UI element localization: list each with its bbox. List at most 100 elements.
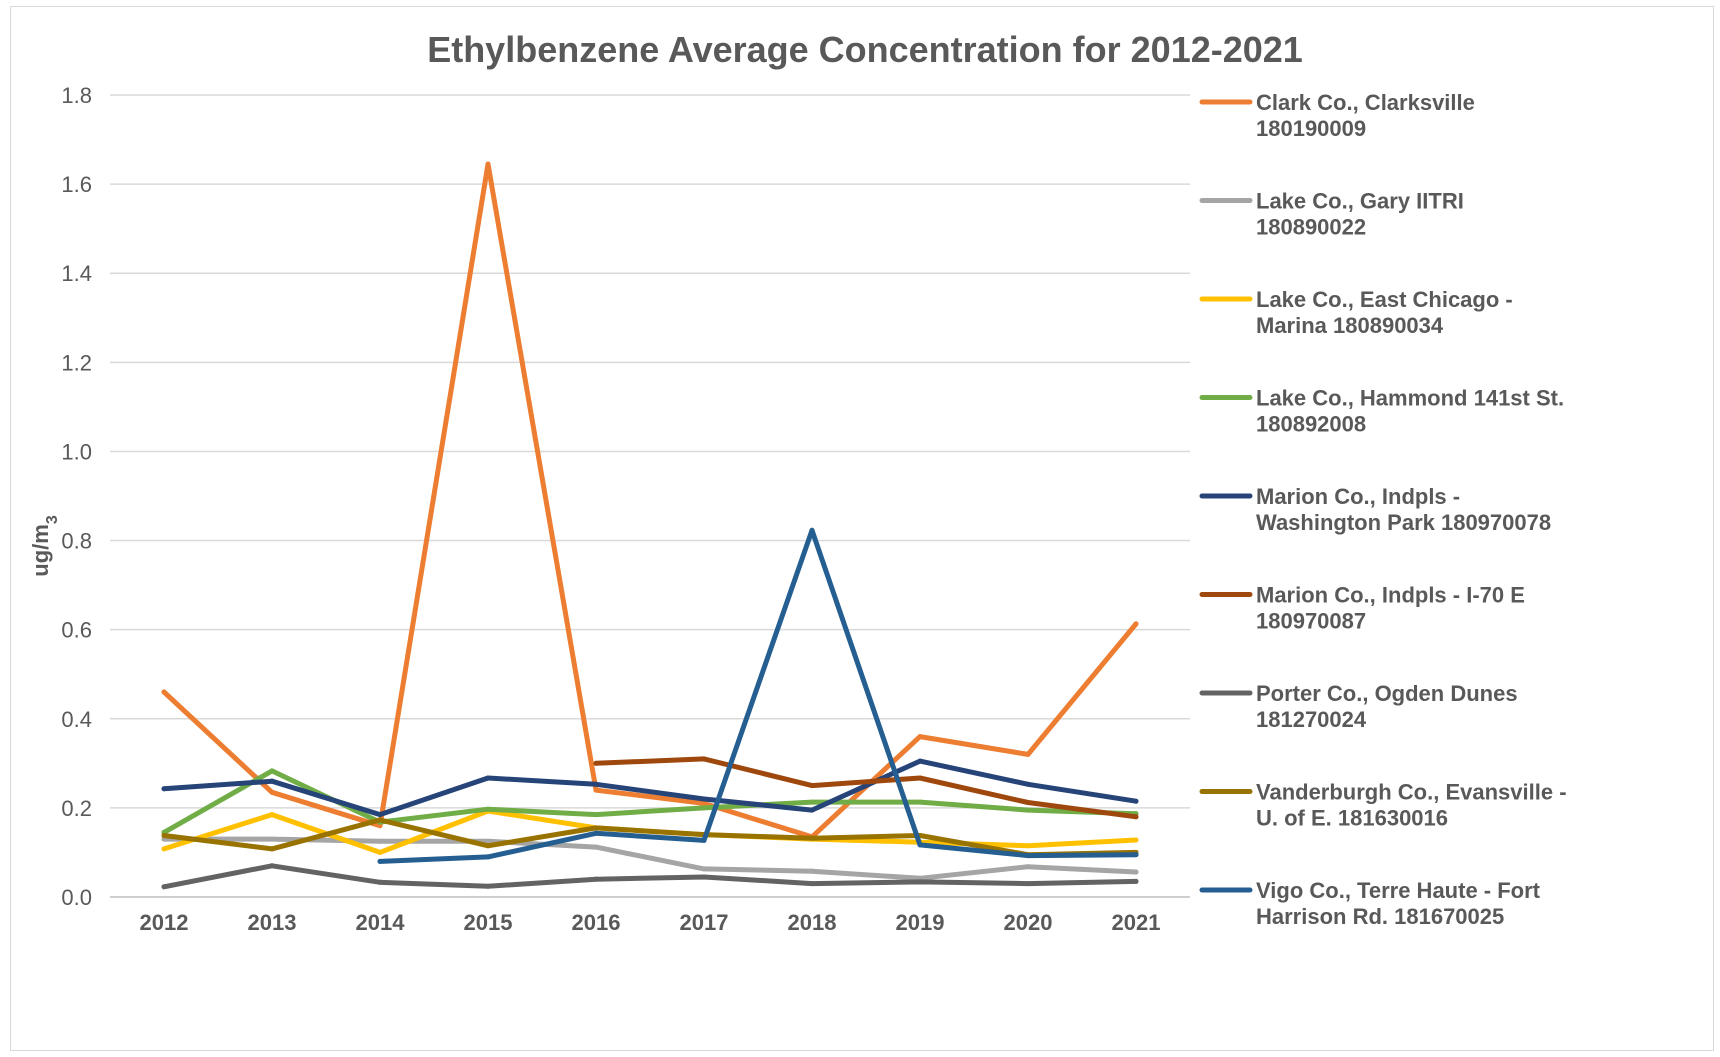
legend-item: Lake Co., Hammond 141st St.180892008 [1199,386,1564,437]
data-point [269,836,275,842]
data-point [809,783,815,789]
data-point [593,812,599,818]
data-point [161,786,167,792]
x-axis-ticks: 2012 2013 2014 2015 2016 2017 2018 2019 2020 2021 [140,910,1161,935]
data-point [593,760,599,766]
data-point [269,863,275,869]
data-point [917,758,923,764]
x-tick-label: 2018 [788,910,837,935]
y-tick-label: 1.2 [61,350,92,375]
data-point [701,866,707,872]
data-point [485,854,491,860]
data-point [1025,853,1031,859]
legend-label: Marion Co., Indpls - [1256,484,1460,509]
series-line [377,527,1139,864]
data-point [1133,852,1139,858]
data-point [161,689,167,695]
data-point [593,781,599,787]
legend-label: Vanderburgh Co., Evansville - [1256,780,1567,805]
data-point [809,835,815,841]
series-5 [161,758,1139,818]
legend-label: Clark Co., Clarksville [1256,90,1475,115]
data-point [1133,878,1139,884]
data-point [161,884,167,890]
data-point [809,868,815,874]
data-point [1025,800,1031,806]
legend-label: Lake Co., Gary IITRI [1256,189,1464,214]
data-point [377,858,383,864]
data-point [485,843,491,849]
legend-label: 180890022 [1256,215,1366,240]
y-tick-label: 1.6 [61,172,92,197]
series-line [161,758,1139,818]
y-axis-ticks: 0.0 0.2 0.4 0.6 0.8 1.0 1.2 1.4 1.6 1.8 [61,83,92,910]
data-point [269,778,275,784]
y-tick-label: 0.6 [61,618,92,643]
data-point [917,842,923,848]
legend-label: Washington Park 180970078 [1256,510,1551,535]
data-point [1133,814,1139,820]
data-point [701,805,707,811]
y-axis-label-main: ug/m [28,524,53,577]
y-tick-label: 0.8 [61,529,92,554]
data-point [701,800,707,806]
series-7 [161,863,1139,890]
x-tick-label: 2017 [680,910,729,935]
legend-item: Lake Co., East Chicago -Marina 180890034 [1199,287,1513,338]
legend-label: U. of E. 181630016 [1256,806,1448,831]
legend-label: Lake Co., Hammond 141st St. [1256,386,1564,411]
data-point [269,846,275,852]
x-tick-label: 2021 [1112,910,1161,935]
data-point [809,527,815,533]
data-point [161,833,167,839]
data-point [269,789,275,795]
data-point [269,812,275,818]
data-point [701,874,707,880]
series-line [161,863,1139,890]
data-point [485,775,491,781]
x-tick-label: 2012 [140,910,189,935]
data-point [917,799,923,805]
data-point [485,161,491,167]
x-tick-label: 2013 [248,910,297,935]
data-point [701,756,707,762]
data-point [593,787,599,793]
legend-label: Marina 180890034 [1256,313,1444,338]
data-point [1025,881,1031,887]
x-tick-label: 2019 [896,910,945,935]
series-line [161,161,1139,840]
data-point [593,825,599,831]
data-point [377,879,383,885]
y-axis-label: ug/m3 [28,515,61,577]
legend-label: Porter Co., Ogden Dunes [1256,681,1518,706]
data-point [1025,781,1031,787]
data-point [1025,807,1031,813]
data-point [917,775,923,781]
data-point [701,796,707,802]
data-point [917,734,923,740]
gridlines [110,94,1190,898]
x-tick-label: 2020 [1004,910,1053,935]
legend-item: Marion Co., Indpls -Washington Park 1809… [1199,484,1551,535]
x-tick-label: 2016 [572,910,621,935]
data-point [809,881,815,887]
legend-item: Vanderburgh Co., Evansville -U. of E. 18… [1199,780,1567,831]
series-line [161,817,1139,858]
y-axis-label-subscript: 3 [44,515,61,524]
y-tick-label: 0.2 [61,796,92,821]
data-point [1025,751,1031,757]
legend-label: 181270024 [1256,707,1367,732]
legend-label: Marion Co., Indpls - I-70 E [1256,583,1525,608]
data-point [377,817,383,823]
legend-label: Vigo Co., Terre Haute - Fort [1256,878,1541,903]
data-point [377,838,383,844]
y-tick-label: 1.4 [61,261,92,286]
series-9 [377,527,1139,864]
data-point [269,768,275,774]
